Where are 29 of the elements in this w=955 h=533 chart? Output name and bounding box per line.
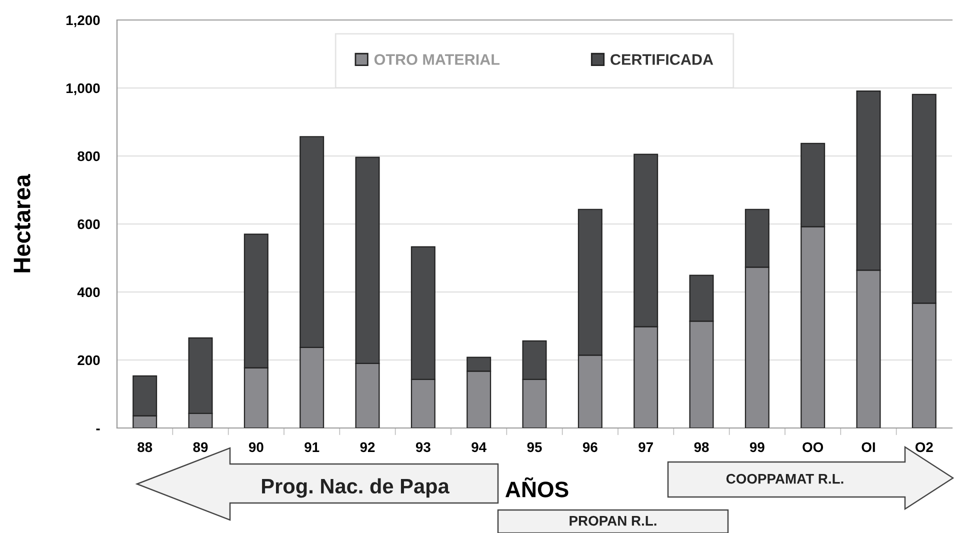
legend-label: CERTIFICADA [610, 54, 714, 65]
y-tick-label: 400 [77, 287, 100, 298]
x-tick-label: 92 [360, 442, 375, 452]
y-tick-label: - [96, 428, 100, 430]
x-tick-label: 95 [527, 442, 542, 452]
text: Prog. Nac. de Papa [262, 478, 450, 498]
x-tick-label: 98 [694, 442, 709, 452]
x-tick-label: OO [802, 442, 824, 452]
x-tick-label: 88 [138, 442, 152, 452]
y-tick-label: 200 [78, 355, 100, 366]
y-tick-label: 1,000 [66, 83, 100, 96]
x-tick-label: 94 [472, 442, 486, 452]
y-tick-label: 800 [78, 151, 100, 162]
x-tick-label: 91 [304, 442, 320, 452]
y-tick-label: 1,200 [66, 15, 100, 28]
x-tick-label: 93 [416, 442, 430, 452]
y-tick-label: 600 [78, 219, 100, 230]
x-tick-label: 99 [750, 442, 764, 452]
y-axis-title: Hectarea [14, 174, 30, 272]
x-tick-label: O2 [915, 442, 933, 452]
legend-label: OTRO MATERIAL [374, 54, 500, 65]
text: PROPAN R.L. [570, 516, 656, 526]
x-tick-label: OI [862, 442, 875, 452]
x-axis-title: AÑOS [505, 477, 568, 498]
x-tick-label: 89 [193, 442, 208, 452]
x-tick-label: 96 [582, 442, 598, 452]
x-tick-label: 90 [248, 442, 264, 452]
text: COOPPAMAT R.L. [726, 474, 844, 484]
x-tick-label: 97 [638, 442, 653, 452]
